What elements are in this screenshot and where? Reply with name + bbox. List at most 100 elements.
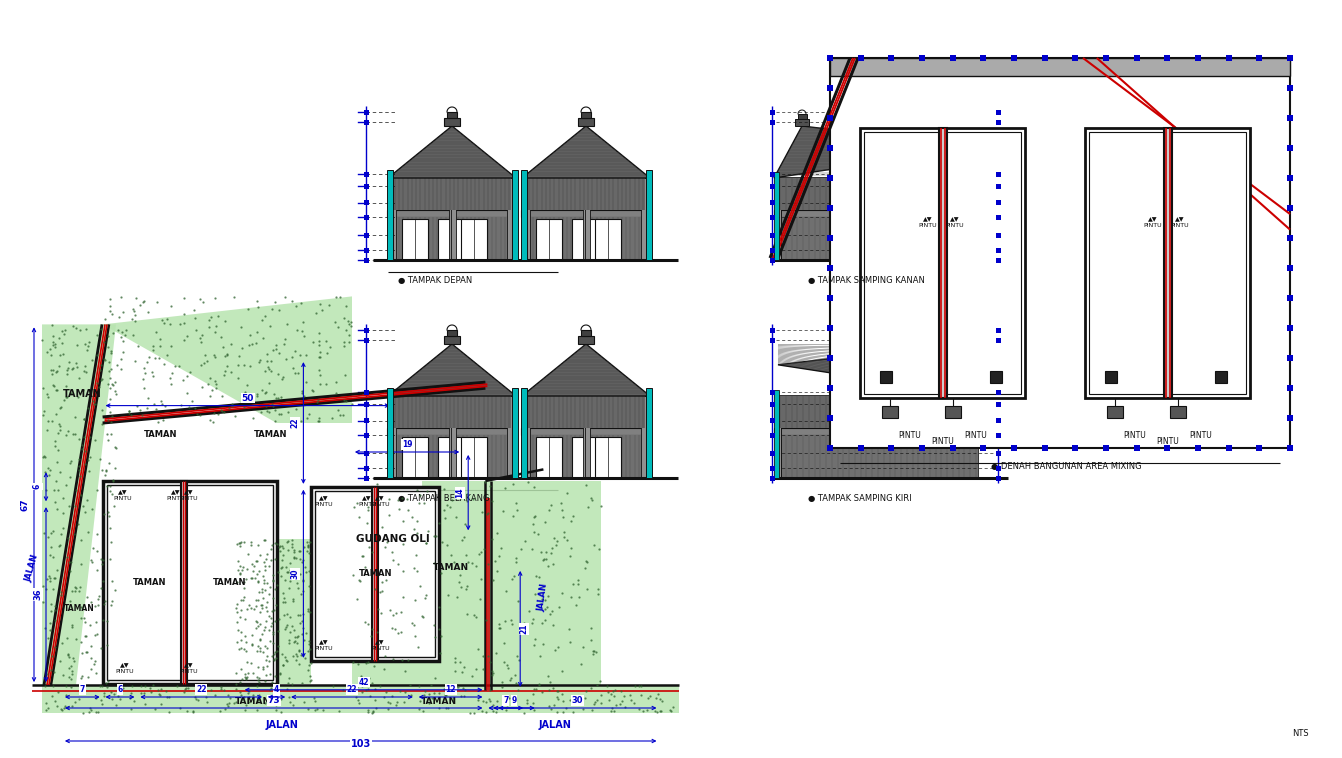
Point (537, 590, 558, 603)
Point (505, 678, 526, 690)
Text: 6: 6 (34, 484, 42, 490)
Point (79, 337, 101, 349)
Point (235, 672, 256, 684)
Point (256, 605, 278, 617)
Point (47, 384, 68, 396)
Bar (798, 114, 807, 119)
Point (244, 594, 266, 606)
Bar (996, 327, 1001, 333)
Point (248, 633, 270, 645)
Point (364, 659, 385, 672)
Point (68, 453, 90, 465)
Point (87, 484, 109, 496)
Point (513, 706, 534, 719)
Point (238, 667, 259, 679)
Point (279, 575, 301, 587)
Point (64, 411, 86, 423)
Point (294, 652, 315, 664)
Point (83, 396, 105, 408)
Text: ▲▼
PINTU: ▲▼ PINTU (945, 217, 964, 228)
Point (659, 704, 680, 716)
Point (274, 651, 295, 663)
Text: ● TAMPAK BELAKANG: ● TAMPAK BELAKANG (399, 493, 490, 503)
Point (562, 706, 584, 719)
Point (81, 662, 102, 675)
Bar (827, 445, 833, 451)
Point (228, 537, 250, 549)
Bar (996, 233, 1001, 238)
Point (51, 325, 72, 337)
Text: ▲▼
PINTU: ▲▼ PINTU (113, 490, 132, 501)
Bar (981, 55, 986, 61)
Point (47, 503, 68, 515)
Point (256, 578, 278, 590)
Point (280, 620, 302, 632)
Point (272, 659, 294, 672)
Point (391, 606, 412, 618)
Point (60, 672, 82, 684)
Point (216, 360, 238, 372)
Point (376, 536, 397, 548)
Point (244, 572, 266, 584)
Point (205, 382, 227, 394)
Point (242, 629, 263, 641)
Point (268, 347, 290, 359)
Bar (769, 171, 774, 177)
Point (295, 376, 317, 388)
Point (94, 595, 115, 607)
Point (495, 703, 517, 716)
Point (134, 681, 156, 693)
Point (342, 568, 364, 581)
Text: JALAN: JALAN (537, 582, 550, 612)
Point (86, 667, 107, 679)
Point (262, 628, 283, 640)
Point (272, 592, 294, 604)
Point (534, 614, 556, 626)
Point (586, 583, 608, 595)
Bar (945, 406, 961, 418)
Point (291, 556, 313, 568)
Point (615, 700, 636, 713)
Point (68, 581, 90, 593)
Point (574, 685, 596, 697)
Point (283, 594, 305, 606)
Point (311, 304, 333, 316)
Point (231, 672, 252, 684)
Point (647, 706, 668, 718)
Bar (996, 183, 1001, 189)
Point (89, 680, 110, 692)
Point (250, 618, 271, 630)
Point (236, 603, 258, 615)
Point (86, 706, 107, 718)
Point (309, 334, 330, 346)
Point (586, 678, 608, 691)
Point (352, 550, 373, 562)
Point (263, 637, 285, 649)
Point (216, 348, 238, 360)
Point (293, 622, 314, 634)
Bar (527, 396, 646, 428)
Point (476, 558, 498, 570)
Bar (996, 475, 1001, 481)
Point (134, 366, 156, 378)
Point (105, 462, 126, 474)
Point (251, 628, 272, 640)
Point (89, 590, 110, 602)
Point (515, 535, 537, 547)
Point (259, 377, 280, 389)
Point (475, 706, 497, 719)
Point (474, 476, 495, 488)
Point (507, 595, 529, 607)
Point (243, 560, 264, 572)
Bar (1164, 128, 1172, 398)
Point (357, 500, 378, 512)
Point (196, 696, 217, 708)
Text: ▲▼
PINTU: ▲▼ PINTU (166, 490, 185, 501)
Point (280, 537, 302, 550)
Point (204, 351, 225, 363)
Point (537, 670, 558, 682)
Point (150, 395, 172, 407)
Point (560, 515, 581, 527)
Point (251, 583, 272, 595)
Point (264, 553, 286, 565)
